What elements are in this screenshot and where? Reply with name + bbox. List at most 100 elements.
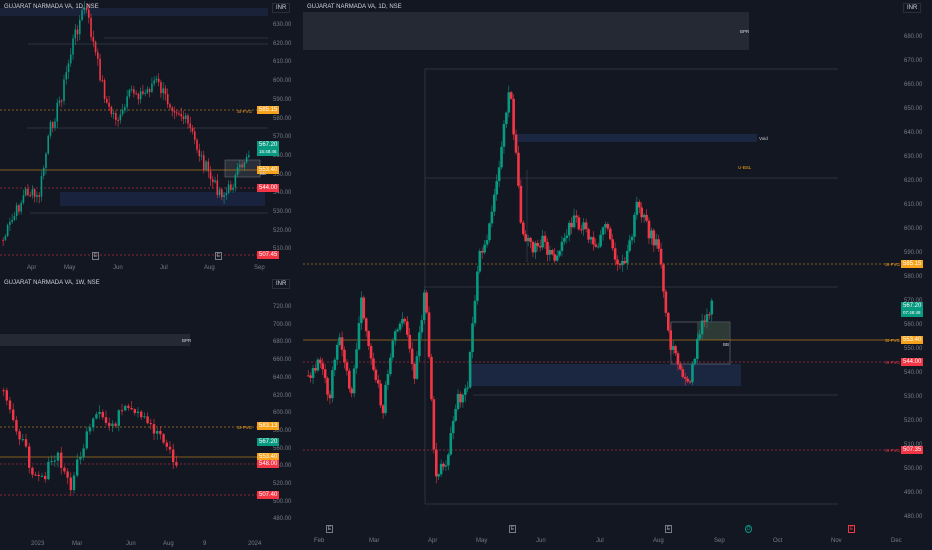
candle-body	[519, 185, 523, 223]
candle-body	[335, 344, 339, 360]
price-axis-tick: 580.00	[904, 274, 923, 280]
candle-body	[117, 410, 120, 426]
candle-body	[546, 241, 549, 255]
candle-body	[647, 220, 651, 239]
candle-body	[137, 93, 140, 100]
price-axis-tick: 540.00	[904, 370, 923, 376]
currency-button[interactable]: INR	[272, 3, 291, 13]
candle-body	[198, 149, 201, 157]
candle-body	[104, 417, 108, 423]
price-axis-tick: 530.00	[904, 394, 923, 400]
candle-body	[130, 89, 133, 91]
fvg-label: SI-FVG	[236, 109, 252, 114]
currency-button[interactable]: INR	[272, 279, 291, 289]
candle-body	[418, 332, 421, 357]
candle-body	[47, 135, 50, 154]
candle-body	[613, 248, 617, 260]
zone-box	[471, 364, 741, 386]
symbol-label: GUJARAT NARMADA VA, 1D, NSE	[307, 4, 402, 10]
price-axis-tick: 580.00	[273, 427, 292, 434]
price-axis-tick: 620.00	[904, 178, 923, 184]
candle-body	[42, 168, 45, 176]
candle-body	[241, 164, 243, 168]
time-axis-tick: Oct	[773, 538, 783, 544]
price-axis-tick: 620.00	[273, 392, 292, 399]
candle-body	[103, 80, 106, 99]
candle-body	[616, 259, 619, 265]
candle-body	[679, 364, 682, 370]
candle-body	[345, 362, 349, 371]
candle-body	[171, 107, 174, 112]
candle-body	[24, 439, 28, 447]
candle-body	[700, 320, 704, 335]
candle-body	[461, 394, 465, 403]
price-axis-tick: 590.00	[273, 96, 292, 103]
candle-body	[101, 80, 104, 82]
candle-body	[427, 312, 431, 357]
candle-body	[473, 300, 477, 324]
earnings-event-icon[interactable]: E	[665, 525, 672, 533]
price-badge-low: 544.00	[257, 184, 280, 192]
candle-body	[180, 114, 183, 117]
candle-body	[340, 337, 344, 350]
candle-body	[63, 467, 66, 472]
candle-body	[594, 244, 598, 247]
candle-body	[98, 412, 101, 415]
chart-pane-top-left[interactable]: GUJARAT NARMADA VA, 1D, NSE INR 630.00 62…	[0, 0, 300, 273]
earnings-event-icon[interactable]: E	[92, 252, 99, 260]
candle-body	[13, 216, 16, 220]
candle-body	[579, 229, 583, 231]
earnings-event-icon[interactable]: E	[848, 525, 855, 533]
candle-body	[53, 460, 56, 462]
candle-body	[645, 214, 648, 221]
chart-pane-right[interactable]: GUJARAT NARMADA VA, 1D, NSE INR 680.00 67…	[303, 0, 932, 550]
time-axis-tick: Apr	[27, 265, 37, 271]
price-badge-bottom: 507.35	[901, 446, 924, 454]
price-axis-tick: 510.00	[273, 246, 292, 253]
earnings-event-icon[interactable]: E	[509, 525, 516, 533]
price-axis-tick: 570.00	[904, 298, 923, 304]
candle-body	[451, 420, 455, 434]
time-axis-tick: 9	[203, 541, 207, 547]
candle-body	[640, 207, 644, 218]
candle-body	[153, 80, 155, 84]
candle-body	[82, 448, 85, 458]
price-badge-bottom: 507.45	[257, 251, 280, 259]
candle-body	[488, 223, 491, 241]
candle-body	[536, 243, 540, 247]
candle-body	[66, 471, 69, 478]
candle-body	[476, 271, 479, 301]
time-axis-tick: Nov	[831, 538, 842, 544]
candle-body	[15, 420, 18, 432]
candle-body	[29, 195, 31, 197]
candle-body	[676, 353, 680, 365]
candle-body	[124, 405, 127, 411]
price-badge-bb: 553.40	[257, 453, 280, 461]
candle-body	[38, 195, 40, 197]
candle-body	[492, 194, 496, 212]
candle-body	[142, 91, 144, 94]
candle-body	[606, 224, 610, 229]
earnings-event-icon[interactable]: E	[326, 525, 333, 533]
candle-body	[635, 201, 639, 215]
candle-body	[184, 115, 187, 120]
currency-button[interactable]: INR	[903, 3, 922, 13]
candle-body	[63, 79, 65, 101]
price-axis-tick: 610.00	[273, 59, 292, 66]
price-axis-tick: 490.00	[904, 490, 923, 496]
time-axis-tick: May	[64, 265, 76, 271]
void-box	[517, 134, 757, 142]
candle-body	[389, 357, 392, 374]
candle-body	[212, 179, 214, 183]
candle-body	[642, 214, 646, 218]
dividend-event-icon[interactable]: D	[745, 525, 752, 533]
candle-body	[162, 88, 164, 94]
chart-pane-bottom-left[interactable]: GUJARAT NARMADA VA, 1W, NSE INR 720.00 70…	[0, 276, 300, 550]
candle-body	[4, 236, 7, 240]
candle-body	[92, 37, 95, 42]
candle-body	[178, 113, 180, 115]
earnings-event-icon[interactable]: E	[215, 252, 222, 260]
price-axis-tick: 480.00	[904, 514, 923, 520]
candle-body	[410, 348, 414, 364]
candle-body	[79, 457, 82, 460]
